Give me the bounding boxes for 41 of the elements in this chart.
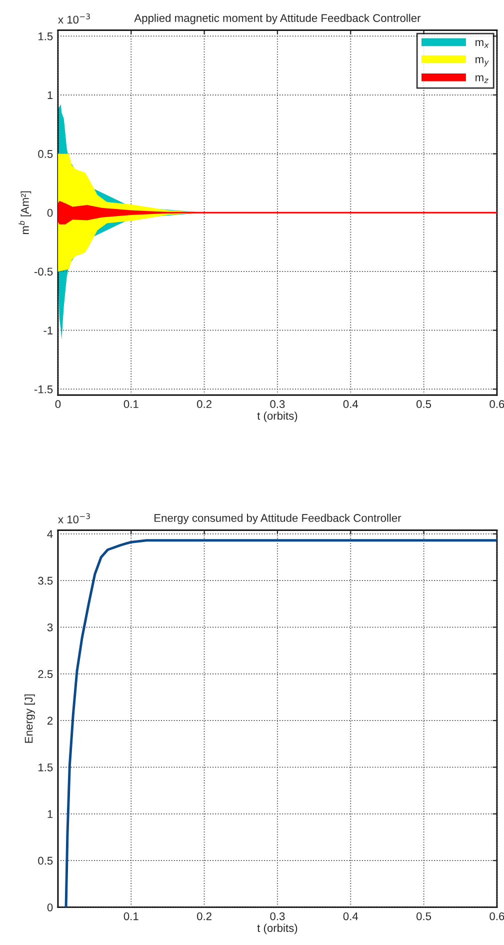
y-axis-title: Energy [J]	[24, 694, 35, 743]
y-tick-label: 2.5	[38, 670, 53, 678]
y-tick-label: 0.5	[38, 150, 53, 158]
y-tick-label: 0	[47, 903, 53, 912]
x-tick-label: 0.3	[270, 912, 285, 920]
y-tick-label: 4	[47, 530, 53, 538]
x-axis-title: t (orbits)	[257, 412, 298, 422]
y-tick-label: 1.5	[38, 764, 53, 772]
x-tick-label: 0	[55, 400, 61, 408]
y-tick-label: -0.5	[34, 268, 53, 276]
x-tick-label: 0.6	[490, 912, 504, 920]
y-tick-label: 1.5	[38, 32, 53, 40]
y-tick-label: 3	[47, 623, 53, 632]
y-tick-label: 3.5	[38, 576, 53, 585]
y-tick-label: 1	[48, 91, 53, 99]
y-tick-label: 0	[47, 208, 53, 217]
y-tick-label: -1.5	[34, 386, 53, 394]
chart-title: Applied magnetic moment by Attitude Feedback Controller	[134, 14, 421, 24]
x-tick-label: 0.6	[490, 400, 504, 408]
y-tick-label: 0.5	[38, 856, 53, 865]
legend-label: m$_{z}$	[476, 75, 488, 84]
y-tick-label: 1	[48, 810, 53, 818]
chart-title: Energy consumed by Attitude Feedback Controller	[154, 514, 402, 524]
legend-label: m$_{x}$	[476, 40, 489, 48]
text: x 10$^{−3}$	[58, 13, 90, 24]
x-tick-label: 0.4	[343, 400, 358, 408]
x-tick-label: 0.1	[124, 400, 138, 408]
y-tick-label: 2	[47, 716, 53, 725]
text: x 10$^{−3}$	[58, 513, 90, 524]
x-axis-title: t (orbits)	[257, 924, 298, 934]
x-tick-label: 0.5	[416, 912, 432, 920]
x-tick-label: 0.2	[197, 400, 212, 408]
x-tick-label: 0.5	[416, 400, 432, 408]
x-tick-label: 0.1	[124, 912, 138, 920]
legend-label: m$_{y}$	[476, 57, 489, 67]
y-tick-label: -1	[44, 326, 53, 334]
y-axis-title: m$^{b}$ [Am²]	[18, 191, 32, 234]
line-series	[64, 539, 497, 908]
x-tick-label: 0.4	[343, 912, 358, 920]
x-tick-label: 0.2	[197, 912, 212, 920]
x-tick-label: 0.3	[270, 400, 285, 408]
